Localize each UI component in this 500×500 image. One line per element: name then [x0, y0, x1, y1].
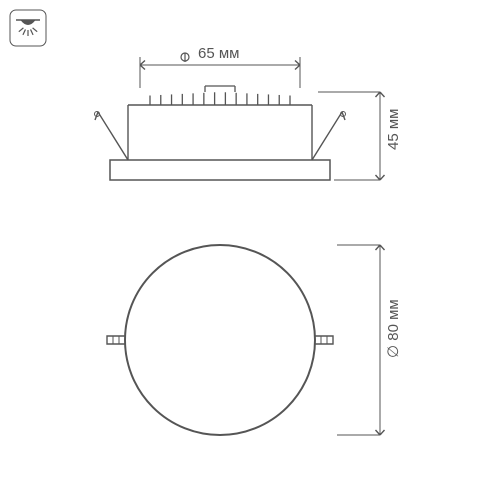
dimension-drawing: 65 мм 45 мм ∅ 80 мм	[0, 0, 500, 500]
cutout-dimension-label: 65 мм	[198, 45, 239, 62]
lamp-type-icon	[10, 10, 46, 46]
plan-view: ∅ 80 мм	[107, 245, 402, 435]
height-dimension-label: 45 мм	[385, 109, 402, 150]
diameter-dimension-label: ∅ 80 мм	[385, 299, 402, 358]
